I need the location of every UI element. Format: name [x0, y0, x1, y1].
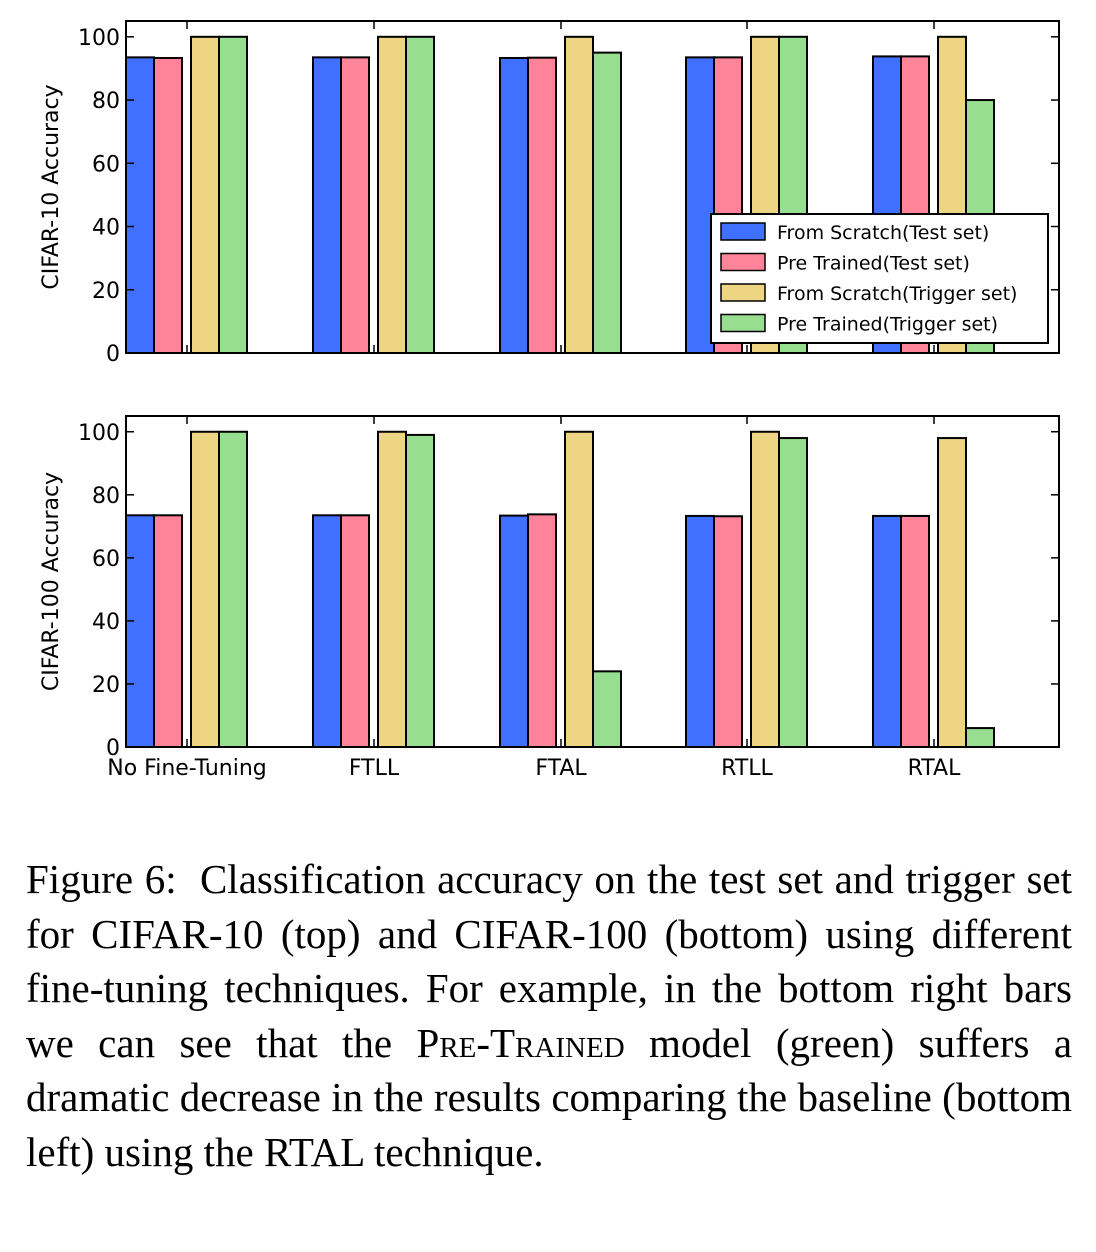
bar-no-fine-tuning-s1	[153, 56, 183, 354]
bar-no-fine-tuning-s2	[190, 430, 220, 748]
caption-text-1: Classification accuracy on the test set …	[26, 856, 1073, 1066]
y-tick-label: 60	[92, 152, 120, 177]
bar-no-fine-tuning-s1	[153, 514, 183, 748]
bar-rtll-s2	[750, 430, 780, 748]
y-tick-label: 40	[92, 610, 120, 635]
legend-label: Pre Trained(Trigger set)	[777, 314, 998, 336]
legend-swatch	[720, 252, 766, 272]
y-tick-label: 20	[92, 673, 120, 698]
bar-ftll-s0	[312, 514, 342, 748]
y-axis-label: CIFAR-100 Accuracy	[39, 472, 64, 691]
y-tick-label: 0	[106, 342, 120, 367]
bar-no-fine-tuning-s2	[190, 35, 220, 355]
bar-ftll-s0	[312, 56, 342, 354]
y-tick-label: 100	[78, 421, 120, 446]
bar-no-fine-tuning-s0	[125, 514, 155, 748]
bar-ftll-s1	[340, 56, 370, 354]
y-tick-label: 0	[106, 736, 120, 761]
cifar10-chart: 0 20 40 60 80 100 CIFAR-10 Accuracy From Scratc…	[39, 20, 1060, 367]
legend-swatch	[720, 313, 766, 333]
bar-ftll-s2	[377, 430, 407, 748]
bar-rtll-s1	[713, 515, 743, 749]
y-axis-label: CIFAR-10 Accuracy	[39, 84, 64, 289]
legend-label: From Scratch(Trigger set)	[777, 283, 1017, 305]
bar-ftal-s2	[564, 430, 594, 748]
bar-ftll-s3	[405, 35, 435, 355]
bar-ftal-s0	[499, 514, 529, 748]
y-tick-label: 20	[92, 279, 120, 304]
y-tick-label: 80	[92, 89, 120, 114]
axes-frame	[125, 415, 1060, 748]
caption-label: Figure 6:	[26, 856, 177, 902]
figure-caption: Figure 6: Classification accuracy on the…	[26, 852, 1072, 1179]
axes-frame	[125, 20, 1060, 354]
figure-charts: 0 20 40 60 80 100 CIFAR-10 Accuracy From Scratc…	[39, 20, 1060, 781]
bar-rtll-s3	[778, 437, 808, 748]
legend-label: From Scratch(Test set)	[777, 222, 989, 244]
bar-no-fine-tuning-s0	[125, 56, 155, 354]
caption-smallcaps: Pre-Trained	[416, 1019, 625, 1066]
bar-ftal-s3	[592, 670, 622, 748]
bar-no-fine-tuning-s3	[218, 430, 248, 748]
bar-ftll-s2	[377, 35, 407, 355]
legend-swatch	[720, 222, 766, 241]
bar-rtll-s0	[685, 514, 715, 748]
bar-ftll-s3	[405, 433, 435, 748]
bar-rtal-s2	[937, 437, 967, 748]
caption-text-2: model (green) suffers a dramatic decreas…	[26, 1019, 1073, 1175]
x-category-label: RTLL	[721, 756, 773, 781]
x-category-label: FTLL	[349, 756, 400, 781]
bar-ftal-s3	[592, 51, 622, 354]
x-category-label: FTAL	[535, 756, 587, 781]
bar-rtal-s0	[872, 514, 902, 748]
legend-swatch	[720, 283, 766, 302]
bar-rtal-s1	[900, 514, 930, 748]
y-tick-label: 60	[92, 547, 120, 572]
x-category-label: RTAL	[908, 756, 961, 781]
y-tick-label: 80	[92, 484, 120, 509]
y-tick-label: 40	[92, 216, 120, 241]
legend: From Scratch(Test set) Pre Trained(Test s…	[710, 213, 1049, 344]
legend-box	[710, 213, 1049, 344]
cifar100-chart: 0 20 40 60 80 100 No Fine-Tuning FTLL FTAL RTLL RT…	[39, 415, 1060, 781]
bar-rtal-s3	[965, 727, 995, 748]
bar-ftll-s1	[340, 514, 370, 748]
y-tick-label: 100	[78, 26, 120, 51]
bar-ftal-s1	[527, 56, 557, 354]
bar-rtll-s0	[685, 56, 715, 354]
bar-no-fine-tuning-s3	[218, 35, 248, 355]
bar-ftal-s0	[499, 56, 529, 354]
legend-label: Pre Trained(Test set)	[777, 253, 970, 275]
bar-ftal-s1	[527, 513, 557, 749]
x-category-label: No Fine-Tuning	[107, 756, 266, 781]
bar-ftal-s2	[564, 35, 594, 355]
